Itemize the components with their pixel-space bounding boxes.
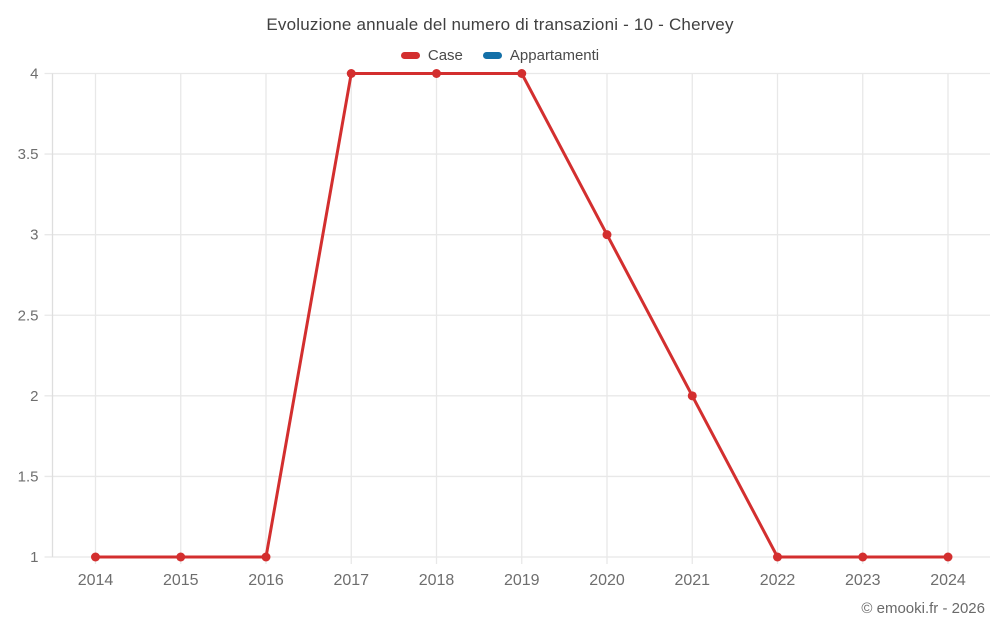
y-tick-label: 4 <box>30 66 38 83</box>
x-tick-label: 2017 <box>333 572 369 589</box>
chart-title: Evoluzione annuale del numero di transaz… <box>266 15 734 34</box>
legend-item-appartamenti[interactable]: Appartamenti <box>482 47 600 64</box>
x-tick-label: 2023 <box>845 572 881 589</box>
data-point[interactable] <box>432 69 441 78</box>
y-tick-label: 2 <box>30 388 38 405</box>
y-tick-label: 3.5 <box>18 146 39 163</box>
data-point[interactable] <box>687 391 697 401</box>
x-tick-label: 2024 <box>930 572 966 589</box>
x-tick-label: 2019 <box>504 572 540 589</box>
x-tick-label: 2015 <box>163 572 199 589</box>
y-tick-label: 1.5 <box>18 468 39 485</box>
data-point[interactable] <box>346 69 356 78</box>
data-point[interactable] <box>91 552 100 562</box>
chart-legend: Case Appartamenti <box>0 47 1000 64</box>
legend-swatch-case-icon <box>400 52 420 59</box>
y-tick-label: 3 <box>30 227 38 244</box>
axis-tick-labels: 1 1.5 2 2.5 3 3.5 4 2014 2015 2016 2017 2018 2019 202… <box>18 66 966 590</box>
x-tick-label: 2018 <box>419 572 455 589</box>
y-tick-label: 2.5 <box>18 307 39 324</box>
x-tick-label: 2014 <box>78 572 114 589</box>
legend-label-appartamenti: Appartamenti <box>509 47 600 64</box>
data-point[interactable] <box>602 230 612 240</box>
data-point[interactable] <box>858 552 868 562</box>
data-point[interactable] <box>176 552 186 562</box>
data-point[interactable] <box>943 552 953 562</box>
x-tick-label: 2020 <box>589 572 625 589</box>
legend-label-case: Case <box>427 47 463 64</box>
gridlines <box>44 72 990 564</box>
x-tick-label: 2016 <box>248 572 284 589</box>
legend-item-case[interactable]: Case <box>400 47 463 64</box>
x-tick-label: 2021 <box>674 572 710 589</box>
data-point[interactable] <box>517 69 527 78</box>
data-point[interactable] <box>773 552 782 562</box>
x-tick-label: 2022 <box>760 572 796 589</box>
footer-credit: © emooki.fr - 2026 <box>861 600 985 617</box>
y-tick-label: 1 <box>30 549 38 566</box>
series-case <box>91 69 953 562</box>
legend-swatch-appartamenti-icon <box>482 52 502 59</box>
data-point[interactable] <box>261 552 271 562</box>
